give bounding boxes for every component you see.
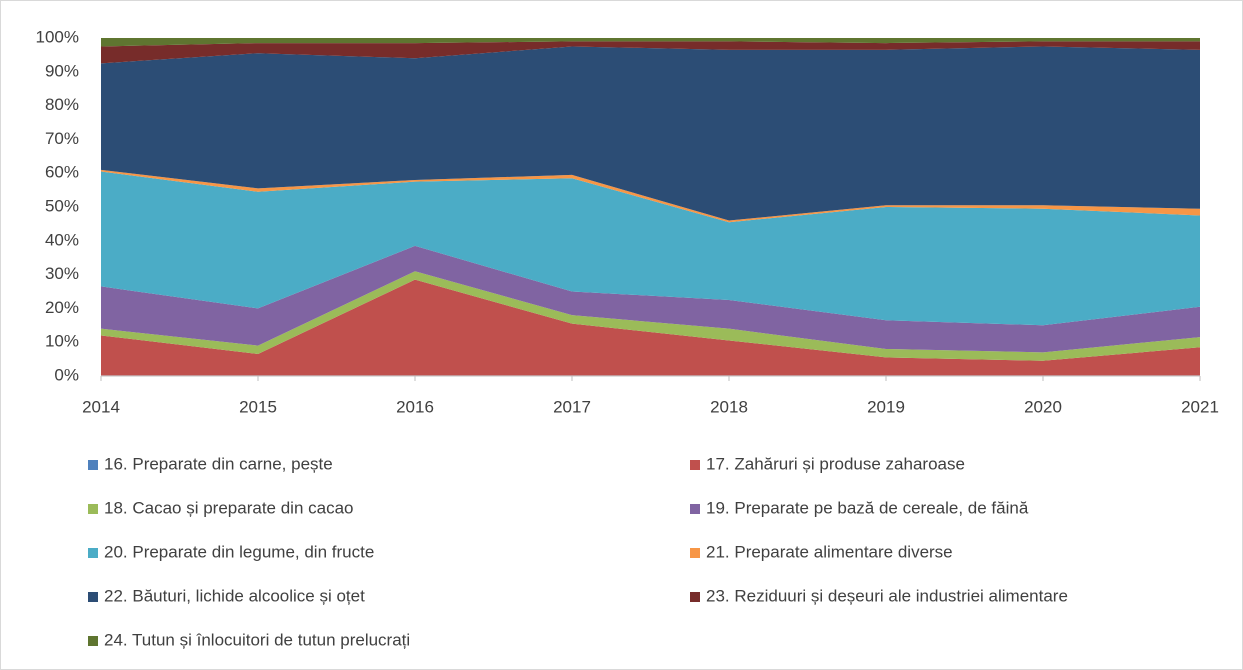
- legend-label: 16. Preparate din carne, pește: [104, 454, 333, 473]
- legend-label: 21. Preparate alimentare diverse: [706, 542, 953, 561]
- area: [101, 41, 1200, 64]
- area: [101, 46, 1200, 221]
- y-tick-label: 80%: [45, 95, 79, 114]
- x-tick-label: 2019: [867, 397, 905, 416]
- y-tick-label: 40%: [45, 230, 79, 249]
- legend-swatch: [88, 504, 98, 514]
- legend-label: 20. Preparate din legume, din fructe: [104, 542, 374, 561]
- legend-label: 24. Tutun și înlocuitori de tutun preluc…: [104, 630, 410, 649]
- legend-label: 17. Zahăruri și produse zaharoase: [706, 454, 965, 473]
- y-tick-label: 10%: [45, 332, 79, 351]
- y-tick-label: 50%: [45, 196, 79, 215]
- area: [101, 279, 1200, 376]
- legend-swatch: [88, 460, 98, 470]
- x-tick-label: 2015: [239, 397, 277, 416]
- legend-label: 23. Reziduuri și deșeuri ale industriei …: [706, 586, 1068, 605]
- area: [101, 245, 1200, 353]
- y-tick-label: 100%: [36, 27, 79, 46]
- y-tick-label: 0%: [54, 365, 79, 384]
- area: [101, 271, 1200, 361]
- legend-swatch: [88, 592, 98, 602]
- x-tick-label: 2016: [396, 397, 434, 416]
- legend-label: 19. Preparate pe bază de cereale, de făi…: [706, 498, 1029, 517]
- legend-label: 18. Cacao și preparate din cacao: [104, 498, 354, 517]
- area: [101, 38, 1200, 47]
- x-tick-label: 2020: [1024, 397, 1062, 416]
- x-tick-label: 2021: [1181, 397, 1219, 416]
- legend-swatch: [88, 636, 98, 646]
- y-tick-label: 70%: [45, 129, 79, 148]
- y-tick-label: 90%: [45, 61, 79, 80]
- legend-swatch: [690, 592, 700, 602]
- legend-swatch: [88, 548, 98, 558]
- legend-swatch: [690, 548, 700, 558]
- area: [101, 169, 1200, 223]
- y-tick-label: 30%: [45, 264, 79, 283]
- x-tick-label: 2018: [710, 397, 748, 416]
- legend-swatch: [690, 504, 700, 514]
- legend-swatch: [690, 460, 700, 470]
- y-tick-label: 60%: [45, 163, 79, 182]
- legend-label: 22. Băuturi, lichide alcoolice și oțet: [104, 586, 365, 605]
- x-tick-label: 2014: [82, 397, 120, 416]
- x-tick-label: 2017: [553, 397, 591, 416]
- area: [101, 171, 1200, 326]
- y-tick-label: 20%: [45, 298, 79, 317]
